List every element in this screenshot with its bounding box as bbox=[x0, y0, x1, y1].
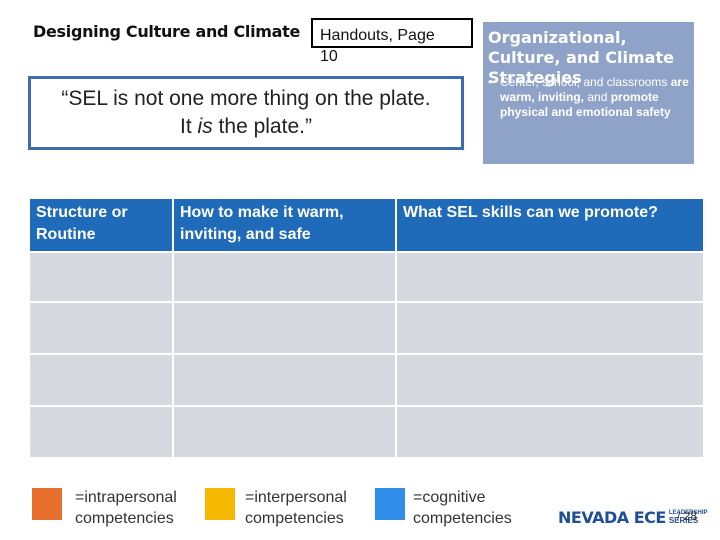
quote-emphasis: is bbox=[197, 115, 213, 138]
interpersonal-label: =interpersonal competencies bbox=[245, 489, 347, 527]
cognitive-label: =cognitive competencies bbox=[413, 489, 512, 527]
handout-reference: Handouts, Page bbox=[320, 27, 435, 44]
panel-heading: Organizational, Culture, and Climate Str… bbox=[488, 28, 674, 87]
panel-text-part: and bbox=[584, 90, 611, 104]
table-cell[interactable] bbox=[30, 355, 172, 405]
quote-box: “SEL is not one more thing on the plate.… bbox=[28, 76, 464, 150]
planning-table: Structure or Routine How to make it warm… bbox=[30, 199, 703, 457]
nevada-ece-logo: NEVADA ECE LEADERSHIP SERIES bbox=[558, 507, 708, 527]
strategies-panel bbox=[483, 22, 694, 164]
quote-line-2: It is the plate.” bbox=[180, 113, 312, 141]
logo-subtitle: LEADERSHIP SERIES bbox=[669, 509, 708, 525]
interpersonal-swatch bbox=[205, 488, 235, 520]
logo-small-text: SERIES bbox=[668, 516, 699, 525]
logo-wordmark: NEVADA ECE bbox=[558, 507, 666, 527]
panel-text-bold: are warm, inviting, bbox=[500, 75, 689, 104]
table-cell[interactable] bbox=[397, 407, 703, 457]
intrapersonal-swatch bbox=[32, 488, 62, 520]
bullet-icon: • bbox=[488, 75, 493, 89]
header-warm-inviting-safe: How to make it warm, inviting, and safe bbox=[174, 199, 395, 251]
table-cell[interactable] bbox=[30, 407, 172, 457]
handout-page-number: 10 bbox=[320, 48, 338, 65]
table-cell[interactable] bbox=[174, 253, 395, 301]
quote-line-1: “SEL is not one more thing on the plate. bbox=[61, 87, 431, 110]
table-cell[interactable] bbox=[397, 253, 703, 301]
logo-small-text: LEADERSHIP bbox=[668, 510, 708, 516]
table-cell[interactable] bbox=[174, 407, 395, 457]
header-structure-routine: Structure or Routine bbox=[30, 199, 172, 251]
page-number: / 28 bbox=[677, 509, 698, 523]
panel-bullet-text: Center, school, and classrooms are warm,… bbox=[500, 75, 690, 120]
header-sel-skills: What SEL skills can we promote? bbox=[397, 199, 703, 251]
table-cell[interactable] bbox=[397, 355, 703, 405]
table-cell[interactable] bbox=[174, 303, 395, 353]
page-title: Designing Culture and Climate bbox=[33, 22, 301, 41]
intrapersonal-label: =intrapersonal competencies bbox=[75, 489, 177, 527]
table-cell[interactable] bbox=[397, 303, 703, 353]
table-cell[interactable] bbox=[30, 253, 172, 301]
quote-line-2-end: the plate.” bbox=[212, 115, 312, 138]
handout-box bbox=[311, 18, 473, 48]
table-cell[interactable] bbox=[30, 303, 172, 353]
cognitive-swatch bbox=[375, 488, 405, 520]
quote-line-2-start: It bbox=[180, 115, 198, 138]
table-cell[interactable] bbox=[174, 355, 395, 405]
panel-text-bold: promote physical and emotional safety bbox=[500, 90, 671, 119]
panel-text-part: Center, school, and classrooms bbox=[500, 75, 671, 89]
